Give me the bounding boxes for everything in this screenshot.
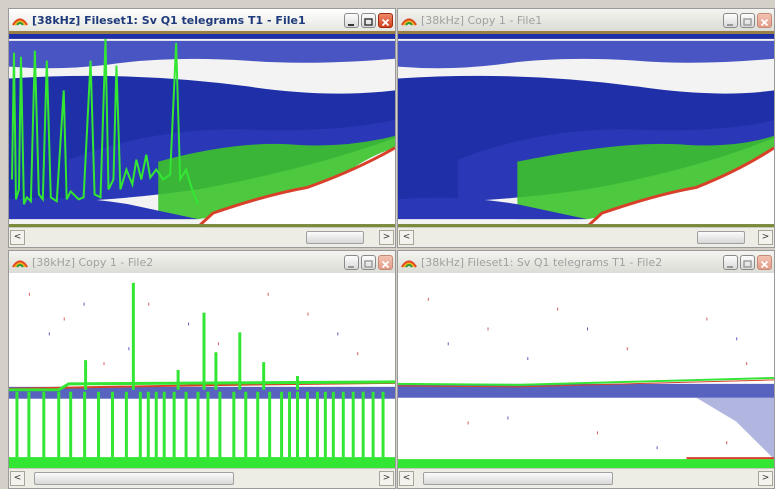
scroll-thumb-2[interactable]	[697, 231, 745, 244]
echogram-app-icon	[401, 260, 417, 268]
horizontal-scrollbar-2[interactable]: < >	[398, 227, 774, 247]
minimize-button[interactable]	[344, 254, 359, 270]
scroll-track-2[interactable]	[415, 230, 757, 245]
scroll-thumb-3[interactable]	[34, 472, 234, 485]
minimize-button[interactable]	[344, 12, 359, 28]
close-button[interactable]	[378, 12, 393, 28]
scroll-left-arrow[interactable]: <	[399, 471, 414, 486]
echogram-app-icon	[12, 18, 28, 26]
window-3-titlebar[interactable]: [38kHz] Copy 1 - File2	[9, 251, 395, 274]
scroll-right-arrow[interactable]: >	[758, 471, 773, 486]
close-icon	[760, 18, 769, 26]
window-4-title: [38kHz] Fileset1: Sv Q1 telegrams T1 - F…	[421, 255, 663, 269]
window-4-titlebar[interactable]: [38kHz] Fileset1: Sv Q1 telegrams T1 - F…	[398, 251, 774, 274]
minimize-icon	[727, 23, 733, 26]
horizontal-scrollbar-4[interactable]: < >	[398, 468, 774, 488]
echogram-app-icon	[401, 18, 417, 26]
echogram-svg-4	[398, 273, 774, 469]
scroll-left-arrow[interactable]: <	[399, 230, 414, 245]
echogram-plot-1[interactable]	[9, 31, 395, 228]
maximize-button[interactable]	[740, 254, 755, 270]
window-2-title: [38kHz] Copy 1 - File1	[421, 13, 543, 27]
scroll-right-arrow[interactable]: >	[758, 230, 773, 245]
maximize-icon	[743, 17, 752, 26]
echogram-window-1[interactable]: [38kHz] Fileset1: Sv Q1 telegrams T1 - F…	[8, 8, 396, 248]
maximize-icon	[364, 17, 373, 26]
scroll-thumb-4[interactable]	[423, 472, 613, 485]
echogram-plot-4[interactable]	[398, 273, 774, 469]
echogram-app-icon	[12, 260, 28, 268]
echogram-plot-2[interactable]	[398, 31, 774, 228]
maximize-button[interactable]	[740, 12, 755, 28]
minimize-icon	[348, 23, 354, 26]
echogram-window-4[interactable]: [38kHz] Fileset1: Sv Q1 telegrams T1 - F…	[397, 250, 775, 489]
scroll-left-arrow[interactable]: <	[10, 230, 25, 245]
maximize-button[interactable]	[361, 12, 376, 28]
window-3-title: [38kHz] Copy 1 - File2	[32, 255, 154, 269]
maximize-icon	[743, 259, 752, 268]
scroll-left-arrow[interactable]: <	[10, 471, 25, 486]
window-1-titlebar[interactable]: [38kHz] Fileset1: Sv Q1 telegrams T1 - F…	[9, 9, 395, 32]
echogram-svg-3	[9, 273, 395, 469]
scroll-right-arrow[interactable]: >	[379, 230, 394, 245]
echogram-plot-3[interactable]	[9, 273, 395, 469]
maximize-icon	[364, 259, 373, 268]
horizontal-scrollbar-1[interactable]: < >	[9, 227, 395, 247]
close-button[interactable]	[757, 254, 772, 270]
echogram-svg-1	[9, 31, 395, 228]
close-icon	[760, 260, 769, 268]
window-2-titlebar[interactable]: [38kHz] Copy 1 - File1	[398, 9, 774, 32]
scroll-track-1[interactable]	[26, 230, 378, 245]
close-button[interactable]	[378, 254, 393, 270]
minimize-button[interactable]	[723, 12, 738, 28]
scroll-right-arrow[interactable]: >	[379, 471, 394, 486]
window-1-title: [38kHz] Fileset1: Sv Q1 telegrams T1 - F…	[32, 13, 306, 27]
echogram-window-3[interactable]: [38kHz] Copy 1 - File2	[8, 250, 396, 489]
minimize-button[interactable]	[723, 254, 738, 270]
scroll-thumb-1[interactable]	[306, 231, 364, 244]
echogram-window-2[interactable]: [38kHz] Copy 1 - File1 <	[397, 8, 775, 248]
minimize-icon	[348, 265, 354, 268]
close-icon	[381, 260, 390, 268]
echogram-svg-2	[398, 31, 774, 228]
close-icon	[381, 18, 390, 26]
close-button[interactable]	[757, 12, 772, 28]
horizontal-scrollbar-3[interactable]: < >	[9, 468, 395, 488]
scroll-track-4[interactable]	[415, 471, 757, 486]
maximize-button[interactable]	[361, 254, 376, 270]
scroll-track-3[interactable]	[26, 471, 378, 486]
minimize-icon	[727, 265, 733, 268]
